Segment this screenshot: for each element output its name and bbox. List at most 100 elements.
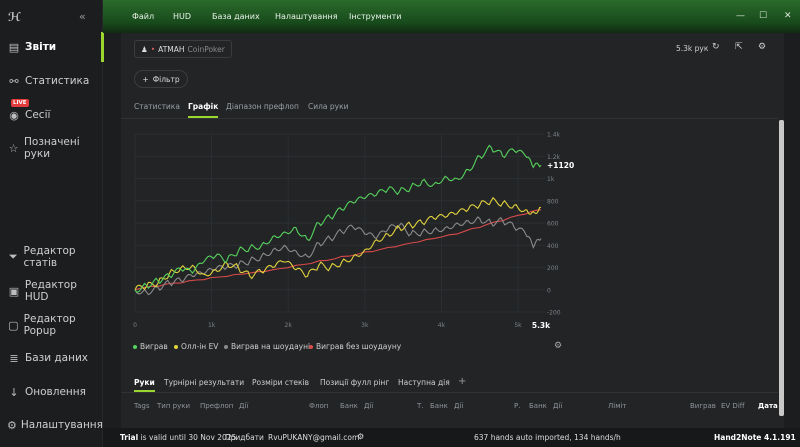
col-turn-pot[interactable]: Банк [430,402,448,410]
refresh-icon[interactable]: ↻ [712,42,720,52]
tab-next-action[interactable]: Наступна дія [398,378,450,387]
col-preflop[interactable]: Префлоп [200,402,234,410]
chart-settings-icon[interactable]: ⚙ [554,341,563,351]
x-tick-label: 3k [361,322,369,329]
col-preflop-actions[interactable]: Дії [239,402,249,410]
source-chip[interactable]: ♟ • ATMAH CoinPoker [134,40,232,58]
player-icon: ♟ [141,44,148,54]
account-settings-icon[interactable]: ⚙ [357,432,365,441]
buy-link[interactable]: Придбати [225,433,264,442]
menu-hud[interactable]: HUD [173,12,192,21]
sidebar-item-label: Сесії [25,109,51,121]
col-flop[interactable]: Флоп [309,402,329,410]
legend-label: Виграв на шоудауні [231,342,311,351]
chart-svg: 1.4k 1.2k 1k 800 600 400 200 0 -200 0 1k 2k 3k 4k 5k 5.… [133,132,574,331]
menu-database[interactable]: База даних [212,12,260,21]
tab-preflop-range[interactable]: Діапазон префлоп [226,102,299,111]
maximize-icon[interactable]: ☐ [759,11,768,21]
close-icon[interactable]: ✕ [784,11,792,21]
legend-showdown[interactable]: Виграв на шоудауні [224,342,310,351]
hud-icon: ▣ [8,284,20,298]
col-ev-diff[interactable]: EV Diff [721,402,745,410]
series-line-4 [134,209,542,291]
tab-stack-sizes[interactable]: Розміри стеків [252,378,310,387]
y-tick-label: -200 [547,310,561,317]
series-line-3 [134,216,542,296]
tabs-divider [121,118,778,119]
collapse-sidebar-icon[interactable]: « [79,10,86,23]
sidebar-item-popup-editor[interactable]: ▢ Редактор Popup [0,308,103,342]
sidebar-item-label: Бази даних [25,352,88,364]
col-river[interactable]: Р. [514,402,521,410]
tab-hand-strength[interactable]: Сила руки [308,102,349,111]
x-tick-label: 4k [438,322,446,329]
col-flop-pot[interactable]: Банк [340,402,358,410]
sidebar-item-stat-editor[interactable]: ⏷ Редактор статів [0,240,103,274]
col-turn[interactable]: Т. [417,402,424,410]
app-logo-icon: ℋ [8,10,21,24]
tab-hands[interactable]: Руки [134,378,155,392]
minimize-icon[interactable]: — [736,11,745,21]
tab-statistics[interactable]: Статистика [134,102,180,111]
x-tick-label: 0 [133,322,137,329]
tab-chart[interactable]: Графік [188,102,219,118]
col-limit[interactable]: Ліміт [608,402,627,410]
menu-settings[interactable]: Налаштування [275,12,338,21]
x-tick-label: 2k [285,322,293,329]
y-tick-label: 1k [547,176,555,183]
legend-dot [174,345,178,349]
sidebar-item-marked-hands[interactable]: ☆ Позначені руки [0,131,103,165]
tab-full-ring-positions[interactable]: Позиції фулл рінг [320,378,390,387]
y-tick-label: 0 [547,287,551,294]
col-tags[interactable]: Tags [134,402,150,410]
sidebar-item-databases[interactable]: ≣ Бази даних [0,341,103,375]
legend-non-showdown[interactable]: Виграв без шоудауну [309,342,401,351]
remove-icon[interactable]: • [150,44,156,54]
winnings-chart: 1.4k 1.2k 1k 800 600 400 200 0 -200 0 1k 2k 3k 4k 5k 5.… [121,122,778,362]
export-icon[interactable]: ⇱ [735,42,743,52]
legend-dot [133,345,137,349]
sidebar-item-settings[interactable]: ⚙ Налаштування [0,408,103,442]
col-turn-actions[interactable]: Дії [454,402,464,410]
add-tab-icon[interactable]: + [458,376,467,387]
series-line-1 [134,144,542,293]
app-version: Hand2Note 4.1.191 [714,433,796,442]
settings-gear-icon[interactable]: ⚙ [758,42,767,52]
hands-count: 5.3k рук [676,44,709,53]
sidebar-item-sessions[interactable]: ◉ Сесії [0,98,103,132]
funnel-icon: ⏷ [8,250,18,263]
sidebar-item-stats[interactable]: ⚯ Статистика [0,64,103,98]
col-hand-type[interactable]: Тип руки [157,402,190,410]
y-tick-label: 800 [547,198,559,205]
col-date[interactable]: Дата [758,402,778,410]
x-tick-label: 5k [514,322,522,329]
sidebar-item-updates[interactable]: ↓ Оновлення [0,375,103,409]
series-line-2 [134,196,542,291]
import-status: 637 hands auto imported, 134 hands/h [474,433,621,442]
scrollbar-thumb[interactable] [779,120,784,416]
nodes-icon: ⚯ [9,74,19,88]
y-tick-label: 1.4k [547,132,561,139]
sidebar-item-label: Редактор Popup [23,313,76,337]
filter-button[interactable]: + Фільтр [134,70,188,88]
menu-tools[interactable]: Інструменти [349,12,402,21]
sidebar-item-reports[interactable]: ▤ Звіти [0,30,104,64]
col-flop-actions[interactable]: Дії [364,402,374,410]
database-icon: ≣ [9,351,19,365]
sidebar-item-hud-editor[interactable]: ▣ Редактор HUD [0,274,103,308]
col-won[interactable]: Виграв [690,402,716,410]
legend-dot [224,345,228,349]
col-river-pot[interactable]: Банк [529,402,547,410]
legend-won[interactable]: Виграв [133,342,168,351]
y-tick-label: 1.2k [547,154,561,161]
sidebar-item-label: Статистика [25,75,90,87]
broadcast-icon: ◉ [9,108,19,122]
plus-icon: + [142,74,149,84]
legend-allin-ev[interactable]: Олл-ін EV [174,342,218,351]
tab-tournament-results[interactable]: Турнірні результати [164,378,245,387]
end-value-label: +1120 [547,161,574,170]
y-tick-label: 400 [547,243,559,250]
sidebar-item-label: Позначені руки [24,136,80,160]
col-river-actions[interactable]: Дії [553,402,563,410]
menu-file[interactable]: Файл [132,12,155,21]
